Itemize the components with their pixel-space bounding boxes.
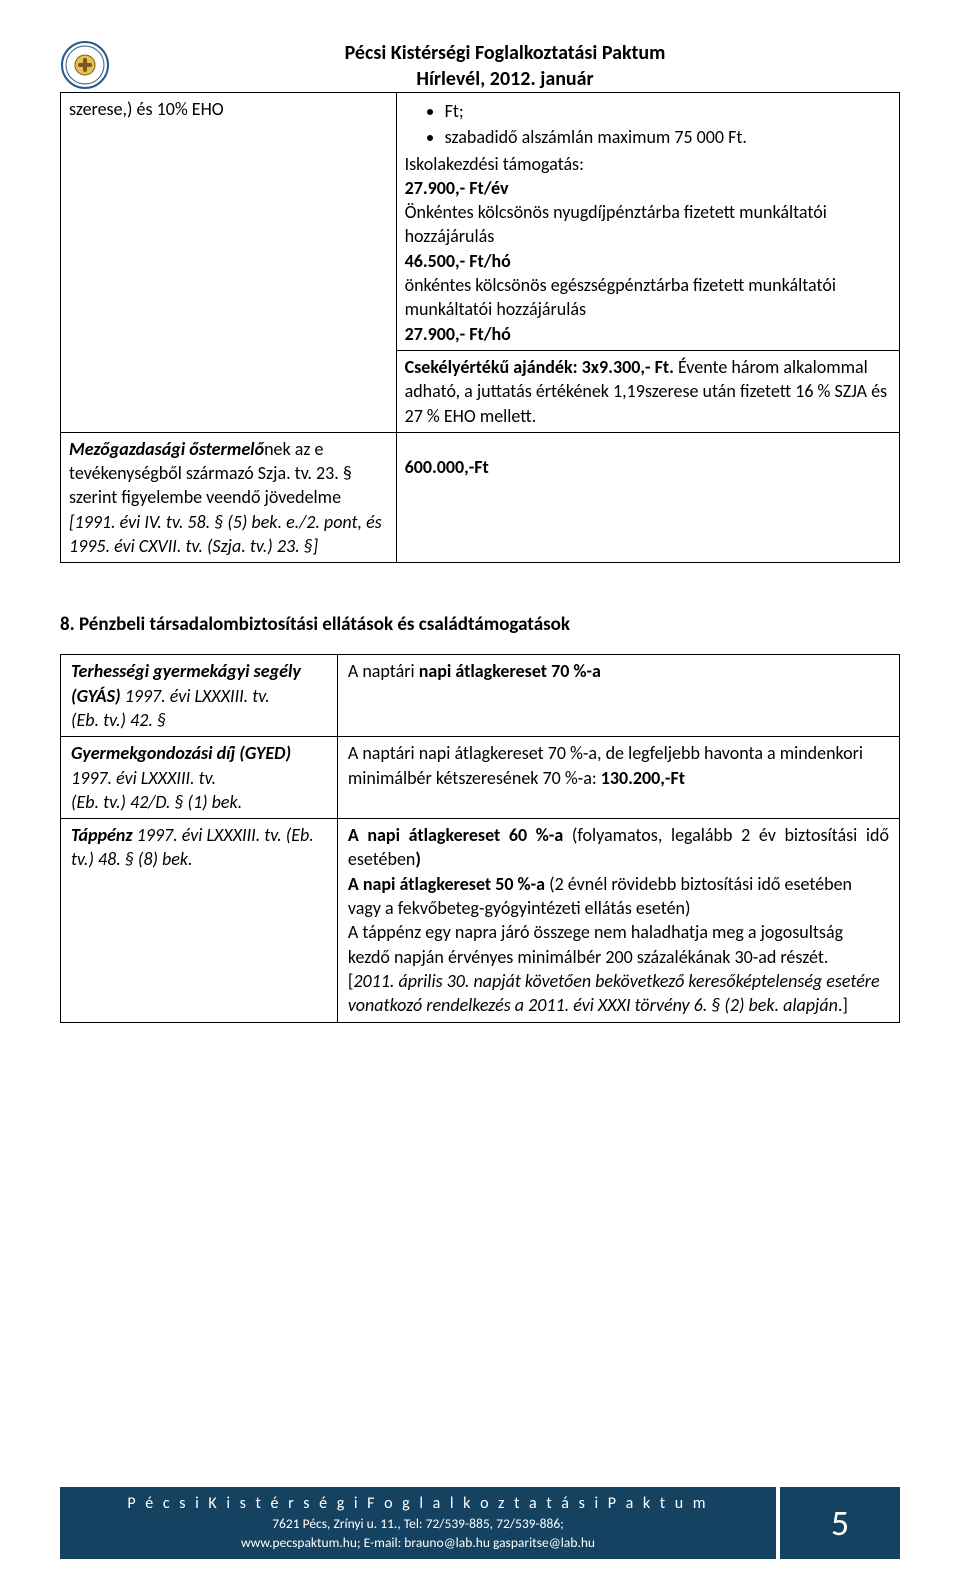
text: A táppénz egy napra járó összege nem hal… <box>348 920 889 969</box>
text: A napi átlagkereset 60 %-a (folyamatos, … <box>348 823 889 872</box>
footer-contact: www.pecspaktum.hu; E-mail: brauno@lab.hu… <box>72 1534 764 1553</box>
text: munkáltatói hozzájárulás <box>405 297 891 321</box>
cell-tappenz-left: Táppénz 1997. évi LXXXIII. tv. (Eb. tv.)… <box>61 819 338 1022</box>
cell-left-1: szerese,) és 10% EHO <box>61 93 397 433</box>
list-item: Ft; <box>445 99 891 123</box>
header-line-2: Hírlevél, 2012. január <box>110 66 900 92</box>
cell-right-3: 600.000,-Ft <box>396 432 899 562</box>
text: 27.900,- Ft/hó <box>405 322 891 346</box>
page-header: Pécsi Kistérségi Foglalkoztatási Paktum … <box>60 40 900 92</box>
text: 46.500,- Ft/hó <box>405 249 891 273</box>
text: Önkéntes kölcsönös nyugdíjpénztárba fize… <box>405 200 891 249</box>
cell-right-1: Ft; szabadidő alszámlán maximum 75 000 F… <box>396 93 899 351</box>
bullet-list: Ft; szabadidő alszámlán maximum 75 000 F… <box>405 99 891 150</box>
footer-address: 7621 Pécs, Zrínyi u. 11., Tel: 72/539-88… <box>72 1515 764 1534</box>
table-row: Mezőgazdasági őstermelőnek az e tevékeny… <box>61 432 900 562</box>
citation: [1991. évi IV. tv. 58. § (5) bek. e./2. … <box>69 510 388 559</box>
text: A napi átlagkereset 50 %-a (2 évnél rövi… <box>348 872 889 921</box>
cell-tappenz-right: A napi átlagkereset 60 %-a (folyamatos, … <box>337 819 899 1022</box>
cell-gyas-left: Terhességi gyermekágyi segély (GYÁS) 199… <box>61 655 338 737</box>
cell-gyed-right: A naptári napi átlagkereset 70 %-a, de l… <box>337 737 899 819</box>
text: Iskolakezdési támogatás: <box>405 152 891 176</box>
logo-icon <box>60 40 110 90</box>
table-eho: szerese,) és 10% EHO Ft; szabadidő alszá… <box>60 92 900 563</box>
table-row: Gyermekgondozási díj (GYED) 1997. évi LX… <box>61 737 900 819</box>
cell-gyed-left: Gyermekgondozási díj (GYED) 1997. évi LX… <box>61 737 338 819</box>
footer-title: P é c s i K i s t é r s é g i F o g l a … <box>72 1493 764 1515</box>
header-line-1: Pécsi Kistérségi Foglalkoztatási Paktum <box>110 40 900 66</box>
text: [2011. április 30. napját követően beköv… <box>348 969 889 1018</box>
cell-right-2: Csekélyértékű ajándék: 3x9.300,- Ft. Éve… <box>396 350 899 432</box>
document-page: Pécsi Kistérségi Foglalkoztatási Paktum … <box>0 0 960 1589</box>
list-item: szabadidő alszámlán maximum 75 000 Ft. <box>445 125 891 149</box>
footer-info: P é c s i K i s t é r s é g i F o g l a … <box>60 1487 780 1559</box>
page-number: 5 <box>780 1487 900 1559</box>
cell-left-3: Mezőgazdasági őstermelőnek az e tevékeny… <box>61 432 397 562</box>
table-row: szerese,) és 10% EHO Ft; szabadidő alszá… <box>61 93 900 351</box>
text: önkéntes kölcsönös egészségpénztárba fiz… <box>405 273 891 297</box>
header-title: Pécsi Kistérségi Foglalkoztatási Paktum … <box>110 40 900 92</box>
text: 27.900,- Ft/év <box>405 176 891 200</box>
cell-gyas-right: A naptári napi átlagkereset 70 %-a <box>337 655 899 737</box>
table-row: Terhességi gyermekágyi segély (GYÁS) 199… <box>61 655 900 737</box>
section-heading-8: 8. Pénzbeli társadalombiztosítási ellátá… <box>60 613 900 636</box>
citation: (Eb. tv.) 42. § <box>71 708 327 732</box>
citation: (Eb. tv.) 42/D. § (1) bek. <box>71 790 327 814</box>
table-row: Táppénz 1997. évi LXXXIII. tv. (Eb. tv.)… <box>61 819 900 1022</box>
table-benefits: Terhességi gyermekágyi segély (GYÁS) 199… <box>60 654 900 1022</box>
page-footer: P é c s i K i s t é r s é g i F o g l a … <box>60 1487 900 1559</box>
